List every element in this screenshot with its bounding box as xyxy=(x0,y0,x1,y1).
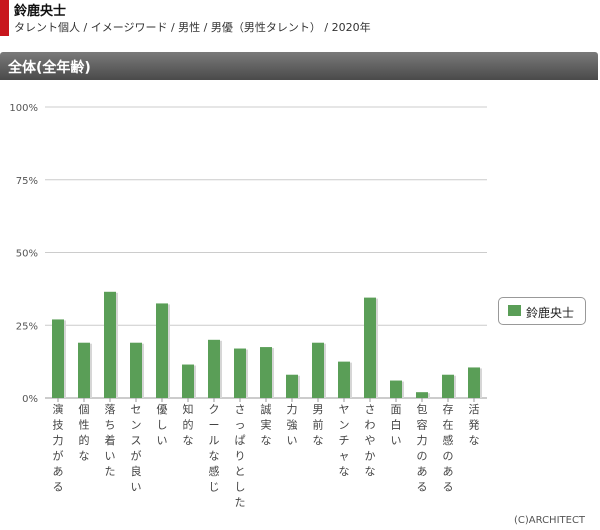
bar xyxy=(208,339,220,398)
x-tick-label: さっぱりとした xyxy=(235,403,246,509)
y-tick-label: 50% xyxy=(16,249,38,260)
x-tick-label: センスが良い xyxy=(131,403,142,494)
accent-bar xyxy=(0,0,9,36)
bar xyxy=(130,342,142,398)
legend-swatch xyxy=(508,305,521,316)
breadcrumb: タレント個人 / イメージワード / 男性 / 男優（男性タレント） / 202… xyxy=(14,21,371,34)
bar xyxy=(468,367,480,398)
y-tick-label: 100% xyxy=(9,103,38,114)
x-tick-label: 誠実な xyxy=(261,403,272,447)
x-tick-label: さわやかな xyxy=(365,403,376,478)
legend-label: 鈴鹿央士 xyxy=(526,306,575,320)
bar xyxy=(390,380,402,398)
x-tick-label: ヤンチャな xyxy=(339,403,350,478)
bar xyxy=(104,291,116,398)
x-tick-label: 面白い xyxy=(391,403,402,447)
chart-legend: 鈴鹿央士 xyxy=(498,297,586,325)
x-tick-label: 男前な xyxy=(313,403,324,447)
talent-name: 鈴鹿央士 xyxy=(14,4,67,19)
x-tick-label: 個性的な xyxy=(79,403,90,463)
section-header: 全体(全年齢) xyxy=(0,52,598,80)
bar-chart: 0% 25% 50% 75% 100% 演技力がある 個性的な 落ち着いた センスが良い 優しい 知… xyxy=(9,103,487,509)
bar xyxy=(156,303,168,398)
x-tick-label: 存在感のある xyxy=(443,402,454,494)
bar xyxy=(182,364,194,398)
bar xyxy=(312,342,324,398)
x-tick-label: クールな感じ xyxy=(209,403,220,494)
y-tick-label: 75% xyxy=(16,176,38,187)
x-tick-label: 優しい xyxy=(157,403,168,447)
bar xyxy=(78,342,90,398)
x-tick-label: 知的な xyxy=(183,402,194,447)
copyright-credit: (C)ARCHITECT xyxy=(514,515,586,526)
bar xyxy=(260,347,272,398)
page-header: 鈴鹿央士 タレント個人 / イメージワード / 男性 / 男優（男性タレント） … xyxy=(0,0,600,40)
bar xyxy=(364,297,376,398)
section-title: 全体(全年齢) xyxy=(8,60,91,76)
bar xyxy=(52,319,64,398)
x-tick-label: 活発な xyxy=(469,403,480,447)
bar xyxy=(286,374,298,398)
y-tick-label: 25% xyxy=(16,321,38,332)
bar xyxy=(338,361,350,398)
x-tick-label: 演技力がある xyxy=(53,402,64,494)
y-tick-label: 0% xyxy=(22,394,38,405)
bar xyxy=(234,348,246,398)
x-tick-label: 力強い xyxy=(287,403,298,447)
bar xyxy=(442,374,454,398)
bar xyxy=(416,392,428,398)
x-tick-label: 包容力のある xyxy=(417,403,428,494)
x-tick-label: 落ち着いた xyxy=(105,403,116,478)
